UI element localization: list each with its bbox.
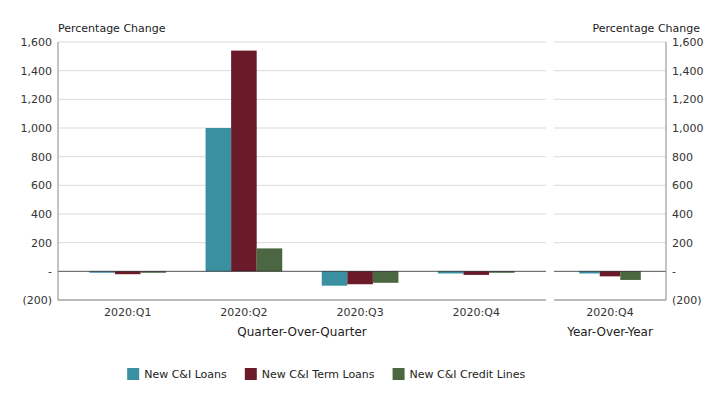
bar: [620, 271, 641, 280]
grid-line: [554, 300, 666, 301]
y-tick-label: 600: [31, 179, 52, 192]
grid-line: [554, 214, 666, 215]
x-tick-label: 2020:Q3: [336, 306, 383, 319]
y-tick-label: -: [48, 265, 52, 278]
y-axis-label: Percentage Change: [58, 22, 166, 35]
grid-line: [554, 99, 666, 100]
grid-line: [58, 156, 546, 157]
bar: [231, 51, 257, 272]
panel: (200) - 200 400 600 800 1,000 1,200 1,400 1,600 20…: [554, 22, 704, 339]
y-tick-label: 1,000: [21, 122, 53, 135]
grid-line: [58, 242, 546, 243]
grid-line: [58, 185, 546, 186]
legend-item: New C&I Term Loans: [245, 368, 375, 381]
zero-line: [554, 271, 666, 272]
grid-line: [58, 99, 546, 100]
x-axis-label: Quarter-Over-Quarter: [237, 325, 367, 339]
bar: [257, 248, 283, 271]
grid-line: [554, 42, 666, 43]
bars: [579, 271, 641, 280]
bar: [464, 271, 490, 275]
y-axis-label: Percentage Change: [593, 22, 701, 35]
chart: (200) - 200 400 600 800 1,000 1,200 1,400 1,600 20…: [0, 0, 725, 394]
y-tick-label: 400: [672, 208, 693, 221]
bar: [347, 271, 373, 284]
y-tick-label: 400: [31, 208, 52, 221]
legend-swatch: [393, 368, 405, 380]
y-tick-label: 1,600: [672, 36, 704, 49]
bar: [115, 271, 141, 274]
bar: [438, 271, 464, 273]
grid-line: [58, 42, 546, 43]
legend-swatch: [245, 368, 257, 380]
legend-label: New C&I Credit Lines: [410, 368, 526, 381]
y-tick-label: 1,600: [21, 36, 53, 49]
bar: [322, 271, 348, 285]
y-tick-label: 200: [31, 237, 52, 250]
x-axis-label: Year-Over-Year: [566, 325, 653, 339]
y-axis-line: [58, 42, 59, 300]
x-tick-label: 2020:Q1: [104, 306, 151, 319]
y-tick-label: 800: [31, 151, 52, 164]
grid-line: [554, 128, 666, 129]
x-tick-label: 2020:Q4: [586, 306, 633, 319]
y-axis-line: [666, 42, 667, 300]
legend-item: New C&I Loans: [127, 368, 227, 381]
grid-line: [58, 300, 546, 301]
y-tick-label: 800: [672, 151, 693, 164]
grid-line: [58, 70, 546, 71]
x-axis-line: [58, 300, 546, 301]
x-axis-line: [554, 300, 666, 301]
legend-label: New C&I Loans: [144, 368, 227, 381]
background: [0, 0, 725, 394]
legend-swatch: [127, 368, 139, 380]
grid-line: [554, 156, 666, 157]
grid-line: [554, 242, 666, 243]
bar: [373, 271, 399, 282]
bar: [579, 271, 600, 273]
grid-line: [554, 185, 666, 186]
y-tick-label: (200): [22, 294, 52, 307]
x-tick-label: 2020:Q2: [220, 306, 267, 319]
zero-line: [58, 271, 546, 272]
bar: [206, 128, 232, 271]
y-tick-label: 200: [672, 237, 693, 250]
y-tick-label: 1,200: [21, 93, 53, 106]
y-tick-label: (200): [672, 294, 702, 307]
y-tick-label: 1,000: [672, 122, 704, 135]
grid-line: [554, 70, 666, 71]
bar: [600, 271, 621, 276]
legend-label: New C&I Term Loans: [262, 368, 375, 381]
legend-item: New C&I Credit Lines: [393, 368, 526, 381]
y-tick-label: 1,400: [672, 65, 704, 78]
y-tick-label: 1,200: [672, 93, 704, 106]
grid-line: [58, 128, 546, 129]
y-tick-label: 1,400: [21, 65, 53, 78]
legend: New C&I Loans New C&I Term Loans New C&I C…: [127, 368, 525, 381]
bars: [89, 51, 514, 286]
panel: (200) - 200 400 600 800 1,000 1,200 1,400 1,600 20…: [21, 22, 547, 339]
x-tick-label: 2020:Q4: [453, 306, 500, 319]
y-tick-label: -: [672, 265, 676, 278]
grid-line: [58, 214, 546, 215]
y-tick-label: 600: [672, 179, 693, 192]
